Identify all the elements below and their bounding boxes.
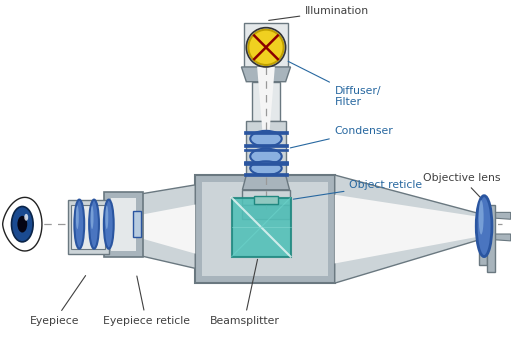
Polygon shape: [231, 198, 291, 257]
Ellipse shape: [18, 216, 27, 233]
Ellipse shape: [104, 200, 114, 249]
Ellipse shape: [74, 200, 84, 249]
Polygon shape: [244, 148, 288, 152]
Polygon shape: [242, 190, 290, 204]
Polygon shape: [202, 182, 328, 276]
Polygon shape: [244, 173, 288, 176]
Polygon shape: [72, 204, 105, 249]
Polygon shape: [104, 192, 143, 257]
Polygon shape: [244, 161, 288, 164]
Polygon shape: [252, 82, 280, 121]
Polygon shape: [244, 23, 288, 67]
Polygon shape: [133, 211, 141, 237]
Ellipse shape: [11, 207, 33, 242]
Polygon shape: [244, 162, 288, 165]
Polygon shape: [111, 198, 136, 251]
Ellipse shape: [89, 200, 99, 249]
Polygon shape: [244, 131, 288, 134]
Polygon shape: [242, 175, 290, 190]
Ellipse shape: [105, 206, 108, 229]
Polygon shape: [479, 211, 487, 266]
Text: Diffuser/
Filter: Diffuser/ Filter: [288, 61, 381, 107]
Text: Beamsplitter: Beamsplitter: [210, 259, 279, 326]
Polygon shape: [242, 204, 290, 219]
Polygon shape: [482, 212, 511, 219]
Ellipse shape: [250, 131, 282, 147]
Text: Object reticle: Object reticle: [293, 180, 422, 199]
Polygon shape: [257, 67, 275, 175]
Polygon shape: [195, 175, 335, 283]
Text: Condenser: Condenser: [290, 126, 393, 148]
Ellipse shape: [250, 148, 282, 164]
Polygon shape: [487, 204, 495, 272]
Text: Eyepiece reticle: Eyepiece reticle: [103, 276, 189, 326]
Polygon shape: [482, 234, 511, 241]
Polygon shape: [67, 200, 109, 253]
Ellipse shape: [76, 206, 79, 229]
Text: Objective lens: Objective lens: [423, 173, 501, 202]
Polygon shape: [335, 175, 482, 283]
Polygon shape: [143, 204, 195, 253]
Ellipse shape: [91, 206, 93, 229]
Ellipse shape: [250, 161, 282, 175]
Polygon shape: [119, 185, 195, 268]
Ellipse shape: [479, 200, 484, 235]
Ellipse shape: [476, 196, 492, 257]
Polygon shape: [244, 144, 288, 147]
Polygon shape: [254, 196, 278, 203]
Text: Eyepiece: Eyepiece: [30, 275, 86, 326]
Polygon shape: [335, 195, 482, 263]
Ellipse shape: [24, 214, 28, 221]
Polygon shape: [241, 67, 291, 82]
Text: Illumination: Illumination: [269, 6, 370, 20]
Polygon shape: [247, 121, 285, 175]
Polygon shape: [3, 197, 42, 251]
Circle shape: [248, 29, 284, 65]
